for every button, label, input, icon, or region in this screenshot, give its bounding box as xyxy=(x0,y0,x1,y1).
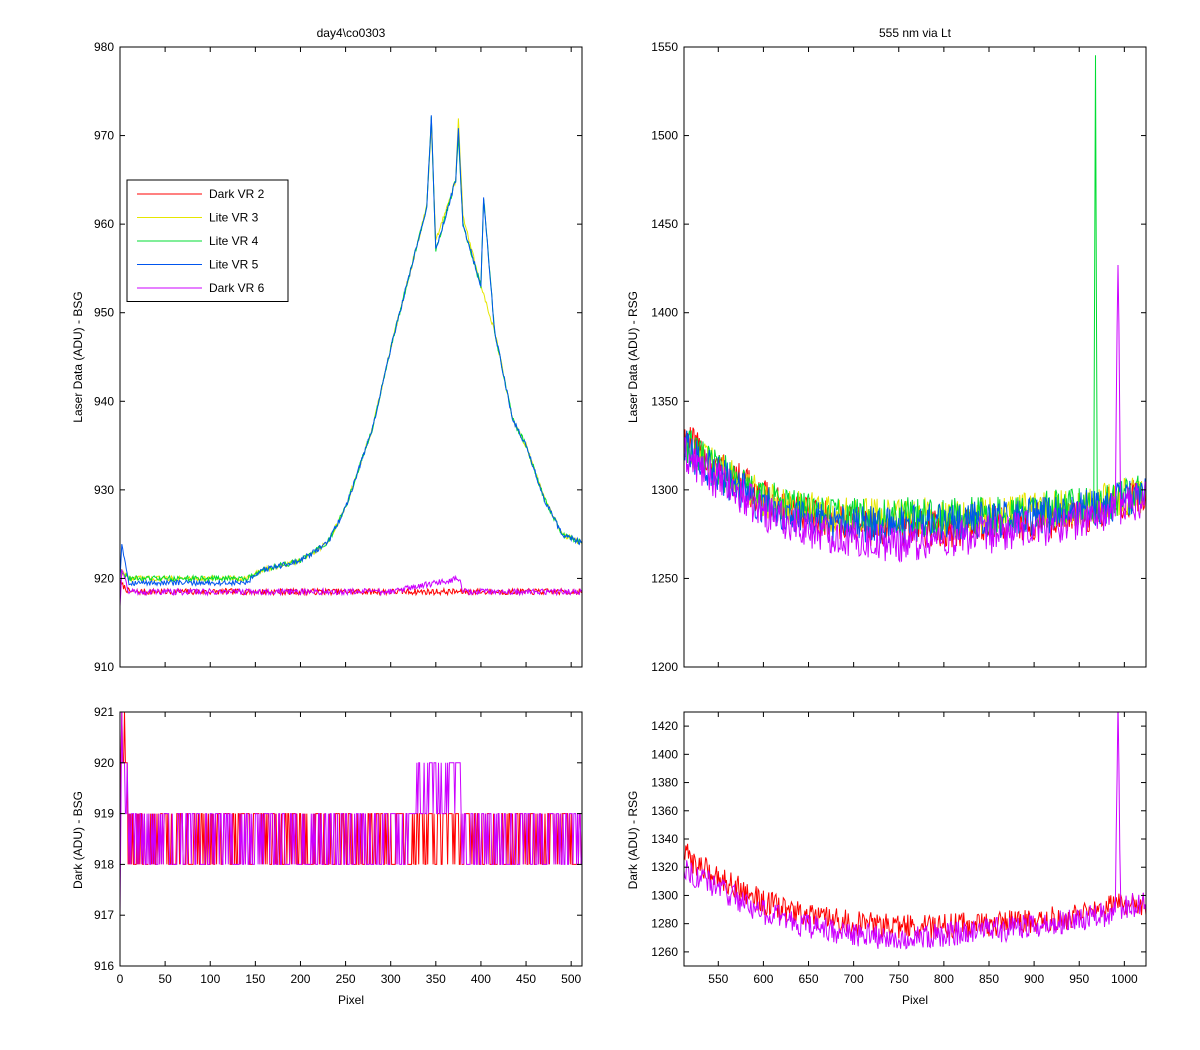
x-tick-label: 550 xyxy=(708,972,728,986)
x-tick-label: 100 xyxy=(200,972,220,986)
x-tick-label: 700 xyxy=(844,972,864,986)
series-line-lite-vr-4 xyxy=(684,55,1146,536)
y-tick-label: 918 xyxy=(94,857,114,871)
axes-top-right-ylabel: Laser Data (ADU) - RSG xyxy=(626,291,640,423)
x-tick-label: 200 xyxy=(290,972,310,986)
y-tick-label: 1300 xyxy=(651,888,678,902)
x-tick-label: 150 xyxy=(245,972,265,986)
series-line-dark-vr-6 xyxy=(684,264,1146,564)
x-tick-label: 50 xyxy=(158,972,172,986)
y-tick-label: 1200 xyxy=(651,660,678,674)
axes-bottom-left-ylabel: Dark (ADU) - BSG xyxy=(71,791,85,889)
y-tick-label: 1350 xyxy=(651,394,678,408)
axes-top-right-title: 555 nm via Lt xyxy=(879,26,952,40)
axes-bottom-left: Dark (ADU) - BSG Pixel 916 917 918 919 920 92… xyxy=(71,705,583,1007)
y-tick-label: 970 xyxy=(94,129,114,143)
legend-label: Lite VR 3 xyxy=(209,211,259,225)
y-tick-label: 1400 xyxy=(651,747,678,761)
series-line-lite-vr-5 xyxy=(120,115,582,587)
y-tick-label: 916 xyxy=(94,959,114,973)
legend-label: Lite VR 4 xyxy=(209,234,259,248)
series-line-dark-vr-2 xyxy=(120,712,582,865)
axes-top-left-plot: 910 920 930 940 950 960 970 980 xyxy=(94,40,583,674)
y-tick-label: 950 xyxy=(94,306,114,320)
y-tick-label: 1360 xyxy=(651,804,678,818)
x-tick-label: 650 xyxy=(799,972,819,986)
series-line-dark-vr-6 xyxy=(120,569,582,607)
legend-label: Dark VR 2 xyxy=(209,187,265,201)
x-tick-label: 400 xyxy=(471,972,491,986)
axes-bottom-left-plot: 916 917 918 919 920 921 0 50 100 150 200 250 300 350 4… xyxy=(94,705,583,986)
y-tick-label: 1550 xyxy=(651,40,678,54)
y-tick-label: 980 xyxy=(94,40,114,54)
axes-frame xyxy=(119,46,583,668)
x-tick-label: 350 xyxy=(426,972,446,986)
x-tick-label: 1000 xyxy=(1111,972,1138,986)
x-tick-label: 600 xyxy=(753,972,773,986)
y-tick-label: 1260 xyxy=(651,945,678,959)
y-tick-label: 1320 xyxy=(651,860,678,874)
y-tick-label: 940 xyxy=(94,394,114,408)
axes-top-left-ylabel: Laser Data (ADU) - BSG xyxy=(71,291,85,422)
y-tick-label: 1300 xyxy=(651,483,678,497)
x-tick-label: 800 xyxy=(934,972,954,986)
x-tick-label: 750 xyxy=(889,972,909,986)
x-tick-label: 900 xyxy=(1024,972,1044,986)
x-tick-label: 300 xyxy=(381,972,401,986)
x-tick-label: 850 xyxy=(979,972,999,986)
y-tick-label: 1450 xyxy=(651,217,678,231)
axes-top-left-title: day4\co0303 xyxy=(317,26,386,40)
x-tick-label: 0 xyxy=(117,972,124,986)
axes-bottom-right-ylabel: Dark (ADU) - RSG xyxy=(626,791,640,890)
axes-frame xyxy=(119,711,583,967)
legend-label: Dark VR 6 xyxy=(209,281,265,295)
plot-area xyxy=(684,47,1146,667)
y-tick-label: 1250 xyxy=(651,571,678,585)
series-line-dark-vr-6 xyxy=(120,712,582,916)
legend-label: Lite VR 5 xyxy=(209,258,259,272)
x-tick-label: 450 xyxy=(516,972,536,986)
y-tick-label: 960 xyxy=(94,217,114,231)
y-tick-label: 920 xyxy=(94,756,114,770)
plot-area xyxy=(120,47,582,667)
plot-area xyxy=(684,712,1146,966)
series-line-dark-vr-2 xyxy=(120,579,582,597)
y-tick-label: 921 xyxy=(94,705,114,719)
y-tick-label: 1500 xyxy=(651,129,678,143)
y-tick-label: 930 xyxy=(94,483,114,497)
axes-bottom-right-xlabel: Pixel xyxy=(902,993,928,1007)
axes-top-right-plot: 1200 1250 1300 1350 1400 1450 1500 1550 xyxy=(651,40,1147,674)
x-tick-label: 250 xyxy=(336,972,356,986)
axes-frame xyxy=(683,46,1147,668)
y-tick-label: 920 xyxy=(94,571,114,585)
axes-bottom-right-plot: 1260 1280 1300 1320 1340 1360 1380 1400 1420 550 6… xyxy=(651,711,1147,986)
x-tick-label: 950 xyxy=(1069,972,1089,986)
axes-bottom-right: Dark (ADU) - RSG Pixel 12601280130013201… xyxy=(626,711,1147,1007)
axes-top-right: 555 nm via Lt Laser Data (ADU) - RSG 120… xyxy=(626,26,1147,674)
y-tick-label: 1420 xyxy=(651,719,678,733)
y-tick-label: 910 xyxy=(94,660,114,674)
x-tick-label: 500 xyxy=(561,972,581,986)
y-tick-label: 1340 xyxy=(651,832,678,846)
y-tick-label: 1280 xyxy=(651,917,678,931)
y-tick-label: 1380 xyxy=(651,776,678,790)
series-line-dark-vr-6 xyxy=(684,712,1146,950)
axes-bottom-left-xlabel: Pixel xyxy=(338,993,364,1007)
y-tick-label: 919 xyxy=(94,807,114,821)
legend: Dark VR 2 Lite VR 3 Lite VR 4 Lite VR 5 Dark… xyxy=(126,179,289,302)
y-tick-label: 1400 xyxy=(651,306,678,320)
axes-top-left: day4\co0303 Laser Data (ADU) - BSG 910 92… xyxy=(71,26,583,674)
y-tick-label: 917 xyxy=(94,908,114,922)
